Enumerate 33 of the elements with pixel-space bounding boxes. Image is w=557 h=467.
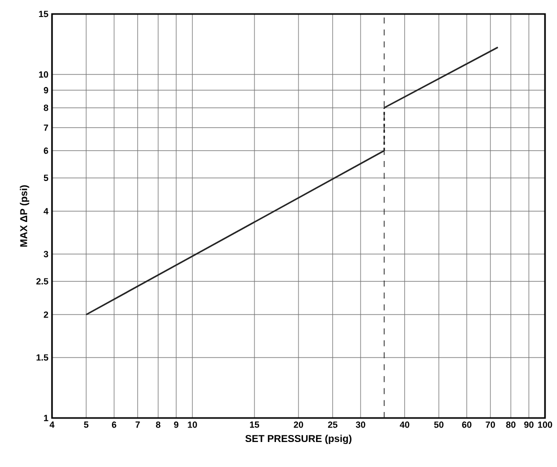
y-tick-label: 1.5 xyxy=(36,354,48,361)
x-axis-title: SET PRESSURE (psig) xyxy=(245,434,352,444)
y-tick-label: 10 xyxy=(39,71,48,78)
y-tick-label: 3 xyxy=(44,250,48,258)
x-tick-label: 50 xyxy=(434,422,444,428)
x-tick-label: 60 xyxy=(462,422,472,428)
x-tick-label: 5 xyxy=(84,422,88,428)
y-tick-label: 4 xyxy=(44,208,48,214)
y-tick-label: 2 xyxy=(44,311,48,318)
x-tick-label: 15 xyxy=(250,422,260,428)
y-tick-label: 5 xyxy=(44,174,48,182)
y-tick-label: 8 xyxy=(44,104,48,111)
x-tick-label: 9 xyxy=(174,422,178,428)
x-tick-label: 4 xyxy=(50,422,54,428)
x-tick-label: 80 xyxy=(506,422,516,428)
x-tick-label: 6 xyxy=(112,422,116,428)
y-tick-label: 1 xyxy=(44,414,48,422)
x-tick-label: 70 xyxy=(486,422,495,428)
x-tick-label: 7 xyxy=(136,422,140,428)
x-tick-label: 30 xyxy=(356,422,366,428)
y-tick-label: 9 xyxy=(44,87,48,94)
x-tick-label: 90 xyxy=(524,422,534,428)
y-tick-label: 6 xyxy=(44,148,48,154)
y-tick-label: 7 xyxy=(44,124,48,131)
x-tick-label: 40 xyxy=(400,422,410,428)
x-tick-label: 8 xyxy=(156,422,160,428)
x-tick-label: 20 xyxy=(294,422,304,428)
x-tick-label: 100 xyxy=(538,422,552,428)
x-tick-label: 25 xyxy=(328,422,338,428)
y-tick-label: 15 xyxy=(39,10,48,18)
y-axis-title: MAX ΔP (psi) xyxy=(20,185,30,247)
x-tick-label: 10 xyxy=(188,422,197,428)
y-tick-label: 2.5 xyxy=(36,278,48,284)
